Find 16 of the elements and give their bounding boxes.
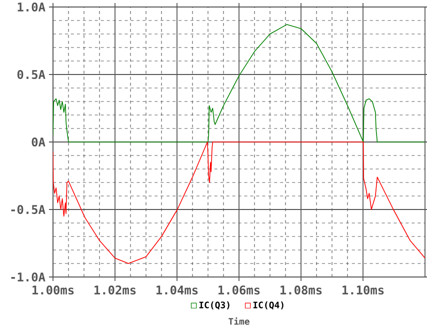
y-tick-label: -1.0A bbox=[11, 272, 46, 282]
y-tick-label: 0A bbox=[32, 137, 46, 147]
x-tick-label: 1.00ms bbox=[32, 286, 74, 295]
x-tick-label: 1.02ms bbox=[94, 286, 136, 295]
x-axis-title: Time bbox=[228, 317, 250, 325]
x-tick-label: 1.06ms bbox=[218, 286, 260, 295]
x-tick-label: 1.08ms bbox=[280, 286, 322, 295]
legend-label: IC(Q4) bbox=[253, 301, 284, 310]
x-tick-label: 1.04ms bbox=[156, 286, 198, 295]
y-tick-label: 1.0A bbox=[18, 2, 46, 12]
y-tick-label: -0.5A bbox=[11, 204, 46, 214]
y-tick-label: 0.5A bbox=[17, 70, 46, 80]
line-series bbox=[53, 142, 426, 264]
legend-label: IC(Q3) bbox=[199, 301, 230, 310]
line-series bbox=[53, 24, 426, 142]
x-tick-label: 1.10ms bbox=[342, 286, 384, 295]
